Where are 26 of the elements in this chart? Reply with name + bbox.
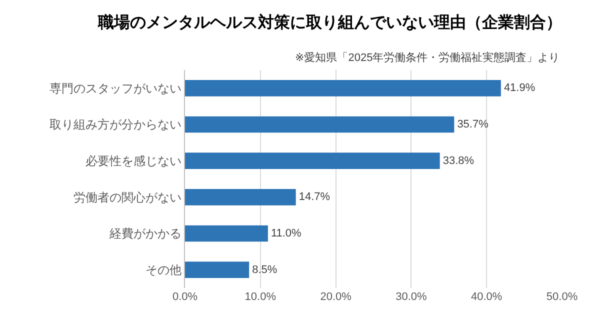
bar (185, 188, 296, 206)
data-label: 8.5% (252, 264, 278, 276)
y-tick-label: 経費がかかる (108, 226, 182, 241)
x-tick-label: 20.0% (320, 291, 352, 303)
y-tick-label: 取り組み方が分からない (50, 118, 182, 132)
y-tick-label: 必要性を感じない (86, 154, 182, 168)
x-tick-label: 40.0% (471, 291, 502, 303)
chart-title: 職場のメンタルヘルス対策に取り組んでいない理由（企業割合） (97, 12, 562, 32)
data-label: 11.0% (270, 228, 302, 240)
y-tick-label: 専門のスタッフがいない (50, 81, 182, 96)
chart-subtitle: ※愛知県「2025年労働条件・労働福祉実態調査」より (295, 51, 560, 64)
bar (185, 225, 268, 242)
data-label: 14.7% (298, 191, 330, 204)
bar (185, 262, 250, 278)
y-tick-label: 労働者の関心がない (74, 190, 182, 204)
data-label: 41.9% (504, 82, 536, 94)
x-tick-label: 30.0% (396, 291, 428, 303)
bar (185, 80, 501, 96)
data-label: 35.7% (457, 118, 489, 131)
x-tick-label: 50.0% (546, 291, 578, 303)
x-tick-label: 10.0% (244, 291, 276, 303)
y-tick-label: その他 (146, 263, 182, 278)
x-tick-label: 0.0% (172, 291, 198, 303)
bar (185, 116, 454, 133)
bar (185, 152, 440, 170)
data-label: 33.8% (442, 154, 474, 167)
